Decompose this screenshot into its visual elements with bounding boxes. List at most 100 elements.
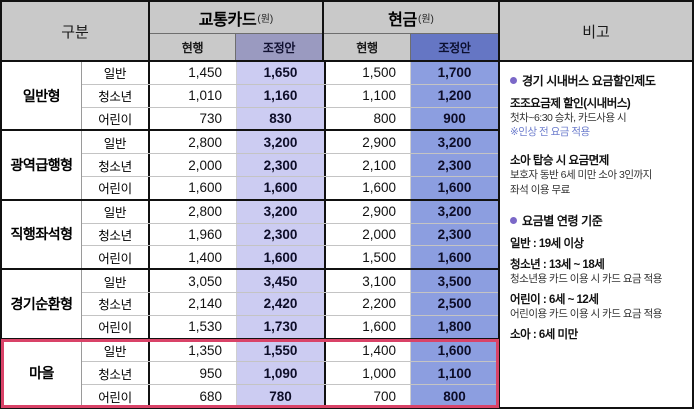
cell-cash-adjusted: 2,500 xyxy=(411,293,498,315)
group-rows: 일반 3,050 3,450 3,100 3,500 청소년 2,140 2,4… xyxy=(82,270,498,338)
header-cash-title: 현금 xyxy=(388,11,417,29)
cell-card-current: 730 xyxy=(150,107,237,130)
note-section-discount-title: 경기 시내버스 요금할인제도 xyxy=(522,74,656,88)
table-body: 일반형 일반 1,450 1,650 1,500 1,700 청소년 1,010… xyxy=(1,62,499,409)
header-card-title: 교통카드 xyxy=(198,11,257,29)
note-age-youth-desc: 청소년용 카드 이용 시 카드 요금 적용 xyxy=(510,272,662,285)
bullet-icon xyxy=(510,77,517,84)
header-card-subrow: 현행 조정안 xyxy=(150,34,322,60)
cell-cash-current: 2,900 xyxy=(324,200,411,223)
cell-age: 어린이 xyxy=(82,385,150,408)
table-row: 청소년 2,140 2,420 2,200 2,500 xyxy=(82,293,498,316)
group-rows: 일반 1,350 1,550 1,400 1,600 청소년 950 1,090… xyxy=(82,339,498,408)
cell-cash-adjusted: 1,200 xyxy=(411,84,498,107)
table-row: 어린이 680 780 700 800 xyxy=(82,385,498,408)
table-row: 청소년 950 1,090 1,000 1,100 xyxy=(82,362,498,386)
cell-cash-current: 2,900 xyxy=(324,131,411,154)
cell-card-current: 2,000 xyxy=(150,154,237,176)
cell-card-adjusted: 1,730 xyxy=(237,315,324,338)
note-infant-free-desc2: 좌석 이용 무료 xyxy=(510,183,570,196)
header-gubun: 구분 xyxy=(2,2,150,60)
cell-card-adjusted: 1,650 xyxy=(237,62,324,84)
cell-card-current: 1,600 xyxy=(150,177,237,199)
cell-card-current: 2,140 xyxy=(150,293,237,315)
header-card-unit: (원) xyxy=(257,14,274,25)
cell-card-current: 1,010 xyxy=(150,84,237,107)
table-row: 어린이 1,600 1,600 1,600 1,600 xyxy=(82,177,498,199)
group-label: 일반형 xyxy=(2,62,82,130)
cell-cash-adjusted: 2,300 xyxy=(411,223,498,246)
cell-card-current: 1,350 xyxy=(150,339,237,362)
group-label-line2: 좌석형 xyxy=(35,226,73,243)
cell-card-current: 1,960 xyxy=(150,223,237,246)
header-cash-unit: (원) xyxy=(417,14,434,25)
table-row: 어린이 1,400 1,600 1,500 1,600 xyxy=(82,246,498,269)
header-card-current: 현행 xyxy=(150,34,236,60)
fare-group-ilbanhyeong: 일반형 일반 1,450 1,650 1,500 1,700 청소년 1,010… xyxy=(2,62,498,132)
table-row: 일반 2,800 3,200 2,900 3,200 xyxy=(82,131,498,155)
cell-cash-adjusted: 1,600 xyxy=(411,246,498,269)
fare-group-maeul: 마을 일반 1,350 1,550 1,400 1,600 청소년 950 1,… xyxy=(1,338,499,409)
note-spacer xyxy=(510,139,684,147)
group-rows: 일반 1,450 1,650 1,500 1,700 청소년 1,010 1,1… xyxy=(82,62,498,130)
group-label: 직행 좌석형 xyxy=(2,200,82,269)
header-card-title-cell: 교통카드 (원) xyxy=(150,2,322,34)
header-cash-current: 현행 xyxy=(324,34,411,60)
cell-card-adjusted: 3,200 xyxy=(237,131,324,154)
note-age-child: 어린이 : 6세 ~ 12세 xyxy=(510,293,599,306)
cell-card-adjusted: 1,600 xyxy=(237,246,324,269)
note-section-age-title-row: 요금별 연령 기준 xyxy=(510,212,684,229)
group-label-line1: 경기 xyxy=(10,295,36,312)
table-row: 청소년 1,010 1,160 1,100 1,200 xyxy=(82,84,498,108)
cell-cash-current: 3,100 xyxy=(324,270,411,293)
cell-card-current: 1,530 xyxy=(150,315,237,338)
cell-cash-current: 1,600 xyxy=(324,315,411,338)
note-age-child-desc: 어린이용 카드 이용 시 카드 요금 적용 xyxy=(510,307,662,320)
cell-cash-adjusted: 1,600 xyxy=(411,177,498,199)
note-infant-free-desc1: 보호자 동반 6세 미만 소아 3인까지 xyxy=(510,169,652,182)
cell-cash-adjusted: 2,300 xyxy=(411,154,498,176)
cell-cash-adjusted: 900 xyxy=(411,107,498,130)
cell-card-adjusted: 2,300 xyxy=(237,223,324,246)
group-label-line2: 급행형 xyxy=(35,157,73,174)
cell-cash-adjusted: 3,200 xyxy=(411,131,498,154)
note-section-discount-title-row: 경기 시내버스 요금할인제도 xyxy=(510,72,684,89)
cell-age: 어린이 xyxy=(82,315,150,338)
cell-card-current: 3,050 xyxy=(150,270,237,293)
group-rows: 일반 2,800 3,200 2,900 3,200 청소년 1,960 2,3… xyxy=(82,200,498,269)
cell-card-current: 1,400 xyxy=(150,246,237,269)
cell-card-adjusted: 1,160 xyxy=(237,84,324,107)
cell-age: 청소년 xyxy=(82,362,150,385)
remarks-panel: 비고 경기 시내버스 요금할인제도 조조요금제 할인(시내버스) 첫차~6:30… xyxy=(500,2,692,407)
table-row: 일반 3,050 3,450 3,100 3,500 xyxy=(82,270,498,294)
cell-age: 청소년 xyxy=(82,293,150,315)
note-spacer xyxy=(510,204,684,212)
cell-cash-adjusted: 1,600 xyxy=(411,339,498,362)
group-label: 마을 xyxy=(2,339,82,408)
cell-age: 청소년 xyxy=(82,223,150,246)
table-row: 일반 1,350 1,550 1,400 1,600 xyxy=(82,339,498,363)
cell-cash-current: 1,100 xyxy=(324,84,411,107)
cell-card-adjusted: 780 xyxy=(237,385,324,408)
header-cash-subrow: 현행 조정안 xyxy=(324,34,498,60)
cell-cash-current: 1,400 xyxy=(324,339,411,362)
cell-cash-current: 1,500 xyxy=(324,62,411,84)
bullet-icon xyxy=(510,216,517,224)
fare-group-gwangyeok-geuphaenghyeong: 광역 급행형 일반 2,800 3,200 2,900 3,200 청소년 2,… xyxy=(2,131,498,201)
cell-cash-adjusted: 3,500 xyxy=(411,270,498,293)
cell-age: 청소년 xyxy=(82,84,150,107)
note-early-bird-title: 조조요금제 할인(시내버스) xyxy=(510,98,631,110)
cell-card-current: 2,800 xyxy=(150,131,237,154)
cell-cash-adjusted: 3,200 xyxy=(411,200,498,223)
cell-age: 일반 xyxy=(82,270,150,293)
note-section-discount: 경기 시내버스 요금할인제도 조조요금제 할인(시내버스) 첫차~6:30 승차… xyxy=(510,72,684,197)
cell-age: 일반 xyxy=(82,62,150,84)
note-section-age-title: 요금별 연령 기준 xyxy=(522,213,603,228)
remarks-content: 경기 시내버스 요금할인제도 조조요금제 할인(시내버스) 첫차~6:30 승차… xyxy=(500,62,692,407)
table-row: 일반 1,450 1,650 1,500 1,700 xyxy=(82,62,498,85)
cell-age: 어린이 xyxy=(82,107,150,130)
cell-card-adjusted: 1,550 xyxy=(237,339,324,362)
cell-card-adjusted: 1,600 xyxy=(237,177,324,199)
cell-card-adjusted: 3,200 xyxy=(237,200,324,223)
